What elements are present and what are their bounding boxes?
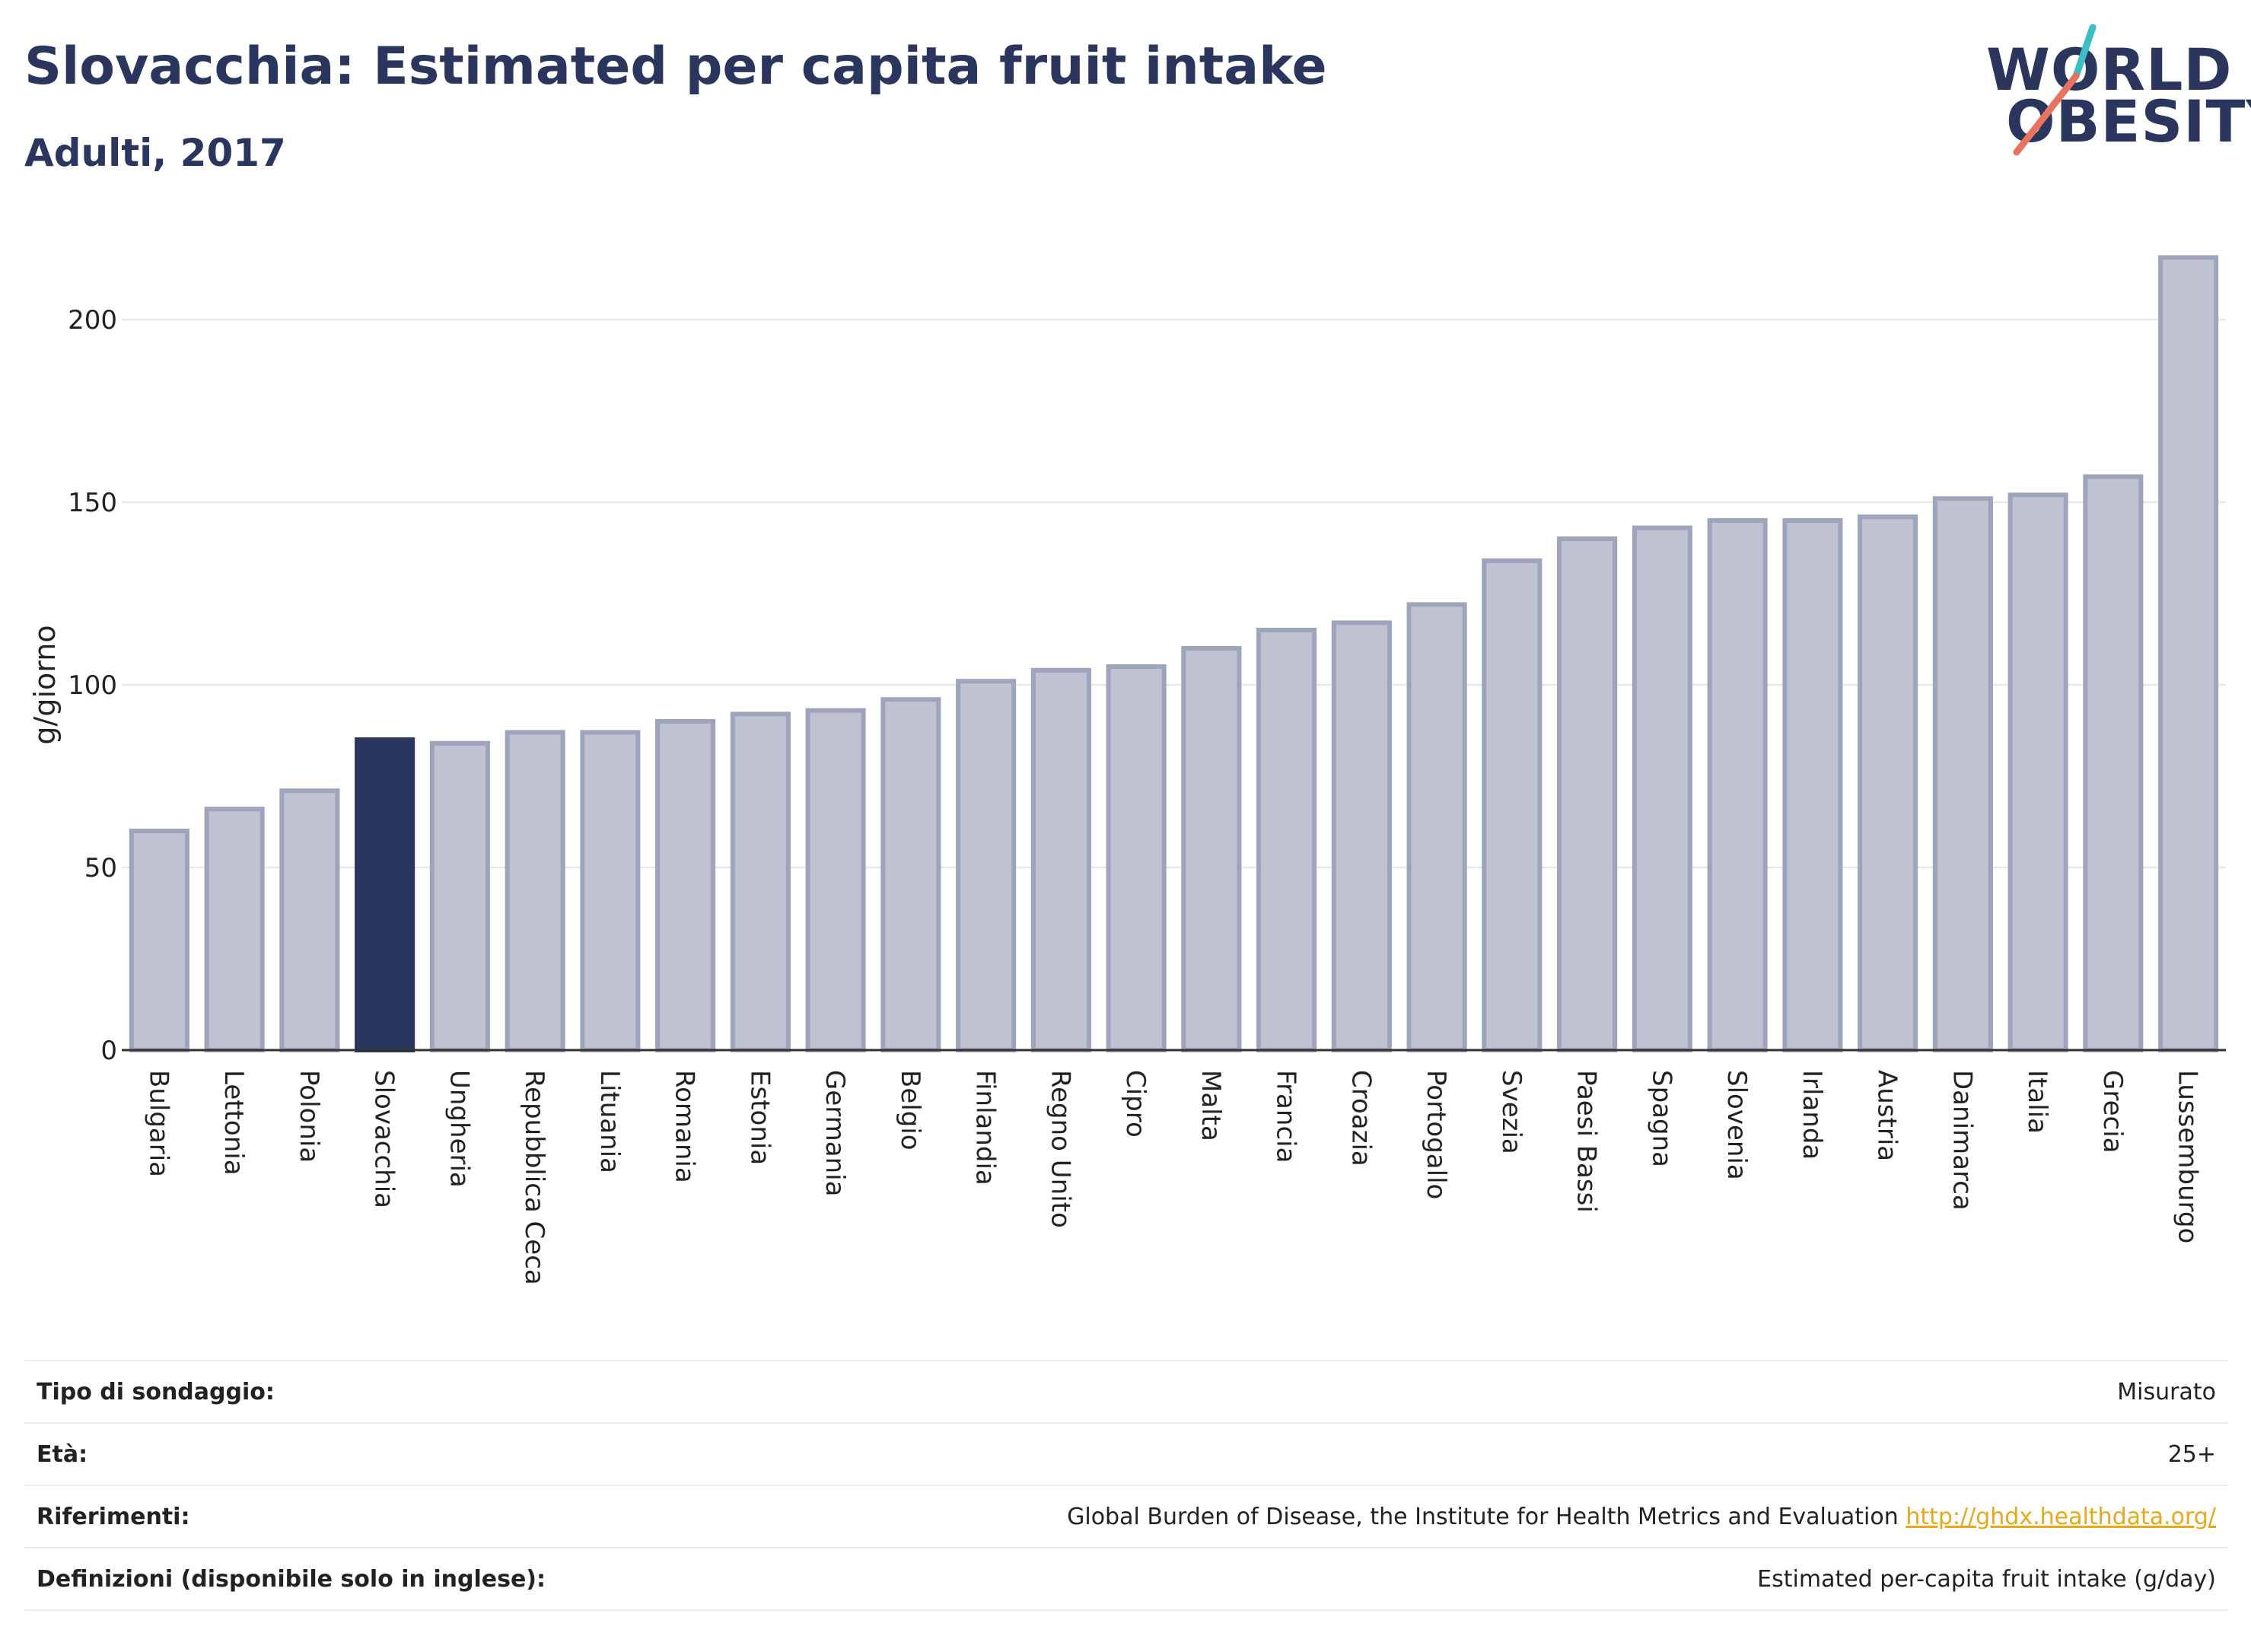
bar-cipro (1106, 664, 1167, 1052)
x-tick-label: Finlandia (970, 1070, 1001, 1186)
x-tick-label: Ungheria (444, 1070, 474, 1188)
info-key: Riferimenti: (37, 1503, 190, 1530)
info-value-text: 25+ (2167, 1440, 2216, 1468)
x-tick-label: Polonia (294, 1070, 324, 1163)
logo-line-2: OBESITY (2006, 88, 2251, 155)
bar-lussemburgo (2158, 255, 2219, 1052)
x-tick-label: Spagna (1646, 1070, 1676, 1167)
bar-ungheria (429, 740, 490, 1052)
bar-romania (655, 719, 716, 1052)
bar-spagna (1632, 525, 1692, 1052)
bar-estonia (730, 711, 791, 1053)
y-tick-label: 200 (68, 305, 117, 336)
info-value: Global Burden of Disease, the Institute … (713, 1485, 2228, 1548)
x-tick-label: Croazia (1345, 1070, 1376, 1167)
info-row: Età: 25+ (24, 1423, 2228, 1485)
x-tick-label: Belgio (895, 1070, 925, 1151)
bar-croazia (1331, 620, 1392, 1052)
info-key: Tipo di sondaggio: (37, 1378, 275, 1405)
x-tick-label: Repubblica Ceca (519, 1070, 549, 1285)
bar-bulgaria (129, 829, 189, 1052)
x-tick-label: Bulgaria (143, 1070, 174, 1177)
bar-regno-unito (1030, 667, 1091, 1052)
x-tick-label: Portogallo (1421, 1070, 1451, 1199)
chart-subtitle: Adulti, 2017 (24, 131, 286, 175)
logo-line-1: WORLD (1986, 36, 2233, 103)
bar-portogallo (1406, 602, 1467, 1052)
y-tick-label: 100 (68, 670, 117, 701)
bar-francia (1256, 628, 1317, 1052)
x-tick-label: Germania (820, 1070, 850, 1196)
y-axis-title: g/giorno (28, 625, 62, 744)
x-tick-label: Cipro (1120, 1070, 1151, 1138)
info-key: Età: (37, 1440, 88, 1468)
bar-slovacchia (355, 737, 415, 1052)
info-table: Tipo di sondaggio: Misurato Età: 25+ Riferim… (24, 1360, 2228, 1611)
bar-repubblica-ceca (505, 730, 565, 1053)
bar-malta (1181, 646, 1242, 1052)
y-tick-label: 0 (100, 1036, 117, 1066)
x-tick-label: Austria (1872, 1070, 1902, 1161)
info-value-text: Misurato (2117, 1378, 2216, 1405)
x-tick-label: Slovenia (1721, 1070, 1752, 1180)
x-tick-label: Slovacchia (369, 1070, 400, 1208)
logo-slash-icon (2013, 24, 2097, 156)
bar-germania (805, 708, 866, 1052)
info-value-text: Estimated per-capita fruit intake (g/day… (1757, 1565, 2216, 1593)
x-tick-label: Malta (1196, 1070, 1226, 1141)
info-value: 25+ (713, 1423, 2228, 1485)
bar-belgio (880, 697, 941, 1052)
y-tick-label: 150 (68, 488, 117, 518)
x-axis-labels: Bulgaria Lettonia Polonia Slovacchia Ungheri… (143, 1070, 2202, 1285)
bar-lituania (580, 730, 641, 1053)
reference-link[interactable]: http://ghdx.healthdata.org/ (1906, 1503, 2216, 1530)
bar-finlandia (956, 679, 1017, 1052)
x-tick-label: Lussemburgo (2173, 1070, 2203, 1243)
info-value: Estimated per-capita fruit intake (g/day… (713, 1548, 2228, 1610)
x-tick-label: Irlanda (1797, 1070, 1827, 1160)
bar-lettonia (204, 807, 265, 1052)
bar-paesi-bassi (1557, 536, 1618, 1052)
x-tick-label: Grecia (2097, 1070, 2128, 1153)
bar-austria (1858, 514, 1918, 1052)
y-tick-label: 50 (84, 853, 117, 883)
x-tick-label: Estonia (744, 1070, 775, 1165)
info-row: Riferimenti: Global Burden of Disease, th… (24, 1485, 2228, 1548)
x-tick-label: Romania (670, 1070, 700, 1183)
x-tick-label: Danimarca (1947, 1070, 1977, 1211)
x-tick-label: Regno Unito (1045, 1070, 1075, 1228)
info-value-text: Global Burden of Disease, the Institute … (1067, 1503, 1899, 1530)
x-tick-label: Paesi Bassi (1571, 1070, 1602, 1213)
bars (129, 255, 2219, 1053)
bar-danimarca (1932, 496, 1993, 1052)
x-tick-label: Italia (2022, 1070, 2052, 1134)
x-tick-label: Lettonia (218, 1070, 249, 1176)
bar-chart: 0 50 100 150 200 Bulgaria Lettonia Polonia Slov… (28, 255, 2226, 1285)
bar-slovenia (1707, 518, 1768, 1052)
info-key: Definizioni (disponibile solo in inglese… (37, 1565, 546, 1593)
bar-grecia (2083, 474, 2144, 1052)
y-axis-ticks: 0 50 100 150 200 (68, 305, 117, 1066)
x-tick-label: Lituania (594, 1070, 625, 1173)
info-row: Definizioni (disponibile solo in inglese… (24, 1548, 2228, 1610)
info-row: Tipo di sondaggio: Misurato (24, 1361, 2228, 1423)
world-obesity-logo: WORLD OBESITY (1986, 21, 2251, 158)
bar-polonia (279, 788, 340, 1052)
bar-irlanda (1782, 518, 1843, 1052)
chart-title: Slovacchia: Estimated per capita fruit i… (24, 37, 1327, 97)
x-tick-label: Svezia (1496, 1070, 1527, 1154)
bar-svezia (1482, 558, 1543, 1052)
info-value: Misurato (713, 1361, 2228, 1423)
x-tick-label: Francia (1271, 1070, 1301, 1163)
bar-italia (2007, 492, 2068, 1052)
